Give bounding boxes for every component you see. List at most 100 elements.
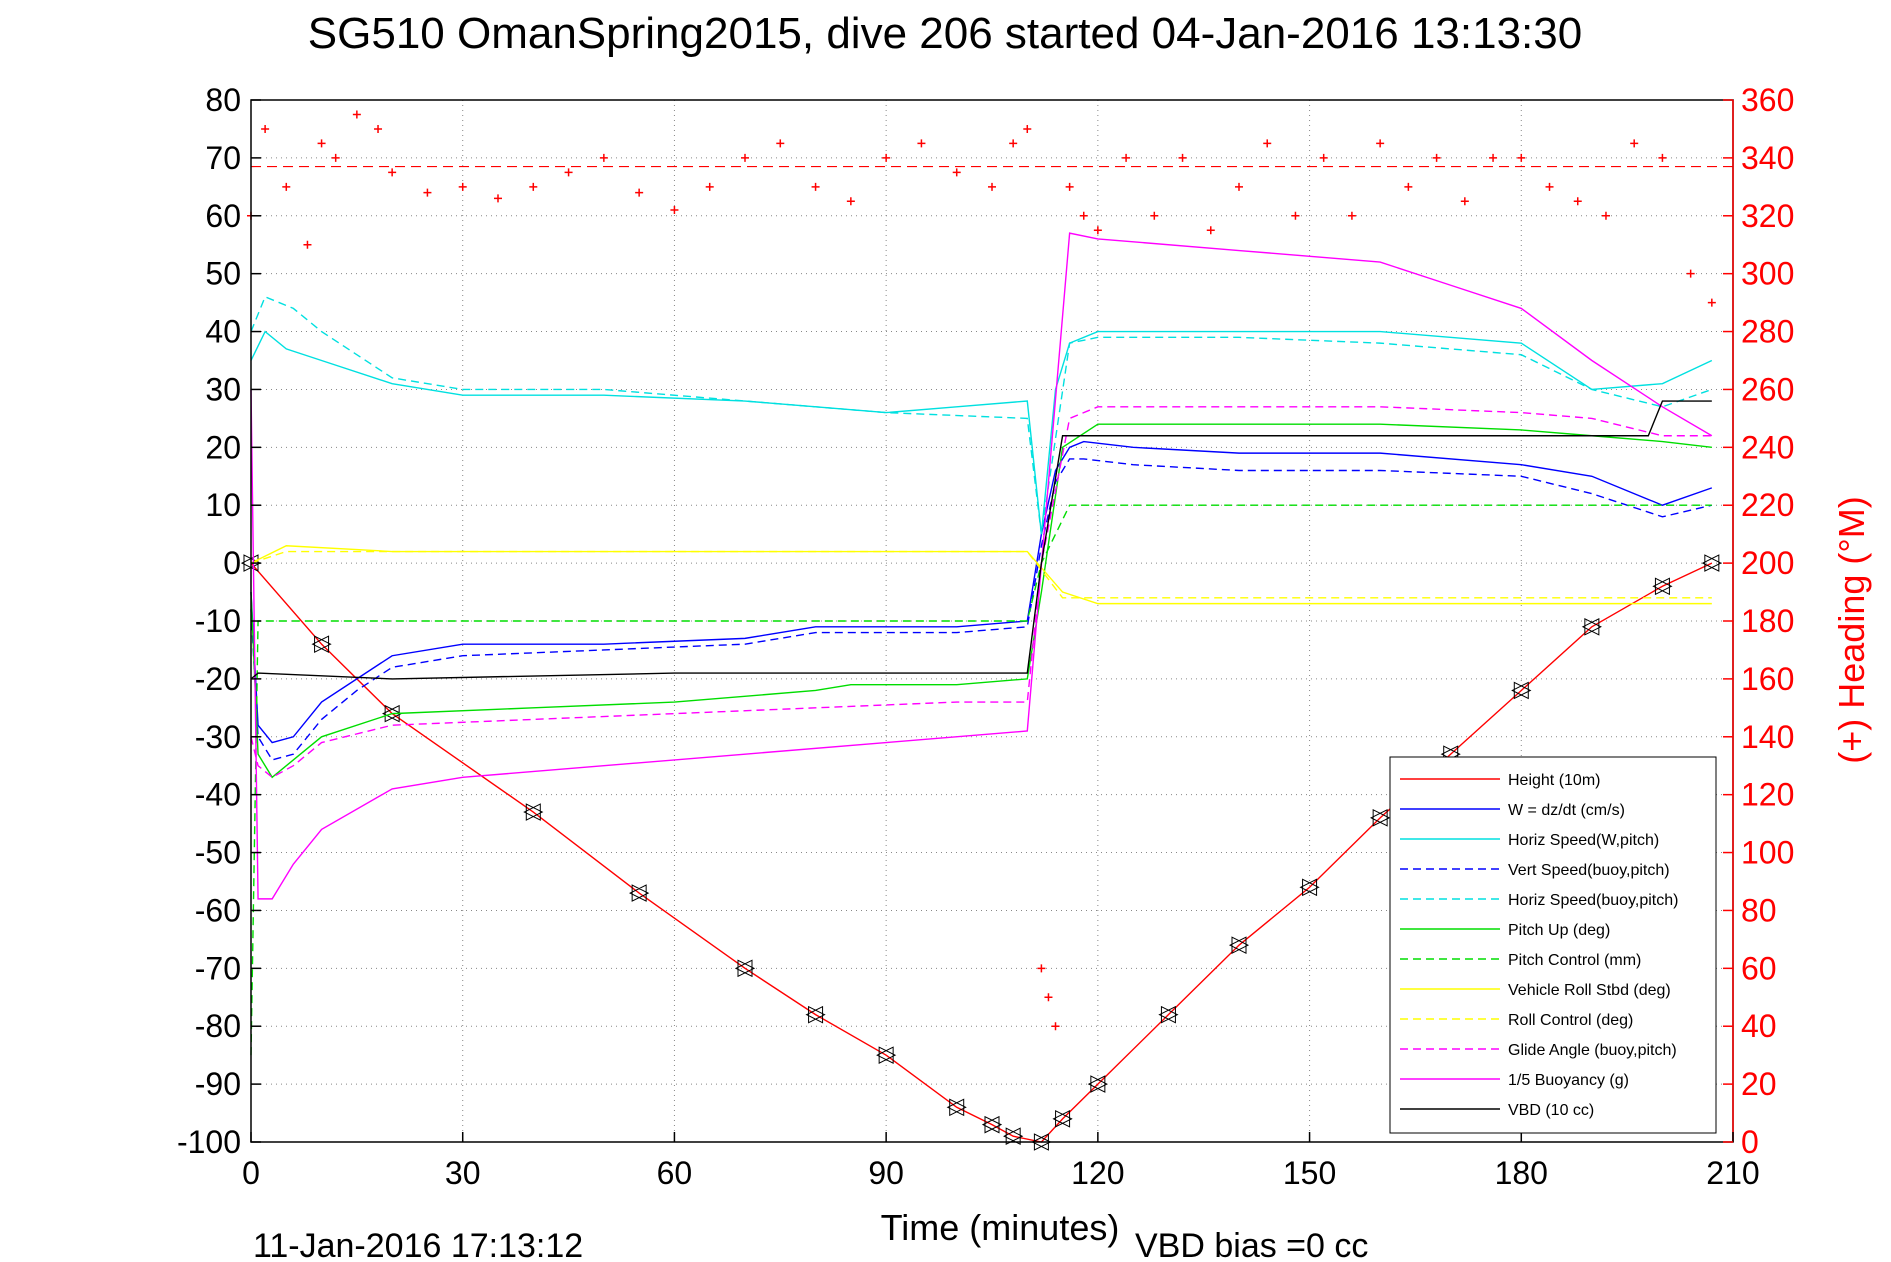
y-tick-label: -100 xyxy=(177,1124,241,1160)
heading-marker xyxy=(670,205,679,214)
heading-marker xyxy=(1023,124,1032,133)
height-markers xyxy=(240,554,1722,1151)
y2-tick-label: 180 xyxy=(1741,603,1794,639)
heading-marker xyxy=(1291,211,1300,220)
heading-marker xyxy=(1122,153,1131,162)
y2-tick-label: 300 xyxy=(1741,256,1794,292)
heading-marker xyxy=(1601,211,1610,220)
height-marker xyxy=(734,959,756,978)
y-axis-left: 80 70 60 50 40 30 20 10 0 -10 -20 -30 -40 -50 -60 -70 -8… xyxy=(177,82,261,1160)
y-tick-label: -80 xyxy=(195,1008,241,1044)
series-pitch-up-deg xyxy=(250,423,1712,779)
y-tick-label: 40 xyxy=(205,314,241,350)
series-pitch-control-mm xyxy=(250,504,1712,1056)
heading-marker xyxy=(882,153,891,162)
y-tick-label: 0 xyxy=(223,545,241,581)
height-marker xyxy=(1003,1127,1024,1146)
heading-marker xyxy=(331,153,340,162)
y-tick-label: -20 xyxy=(195,661,241,697)
series-vert-speed-buoy-pitch xyxy=(250,458,1712,761)
y2-tick-label: 0 xyxy=(1741,1124,1759,1160)
legend-label: 1/5 Buoyancy (g) xyxy=(1508,1072,1629,1089)
y-tick-label: -90 xyxy=(195,1066,241,1102)
y2-tick-label: 260 xyxy=(1741,371,1794,407)
x-tick-label: 0 xyxy=(242,1155,260,1191)
heading-marker xyxy=(952,168,961,177)
height-marker xyxy=(1701,554,1722,572)
y-tick-label: -40 xyxy=(195,777,241,813)
y-axis-right-label: (+) Heading (°M) xyxy=(1831,496,1872,763)
heading-marker xyxy=(1235,182,1243,191)
legend-label: VBD (10 cc) xyxy=(1508,1102,1594,1119)
heading-marker xyxy=(1178,153,1187,162)
heading-marker xyxy=(1630,139,1639,148)
legend-label: Horiz Speed(buoy,pitch) xyxy=(1508,892,1678,909)
heading-marker xyxy=(988,182,996,191)
x-tick-label: 180 xyxy=(1495,1155,1548,1191)
heading-marker xyxy=(282,182,291,191)
series-glide-angle-buoy-pitch xyxy=(250,406,1712,779)
height-marker xyxy=(876,1046,897,1064)
x-tick-label: 60 xyxy=(657,1155,693,1191)
y2-tick-label: 200 xyxy=(1741,545,1794,581)
y-axis-right: 3603403203002802602402202001801601401201… xyxy=(1723,82,1794,1160)
height-marker xyxy=(946,1098,967,1117)
x-axis: 0 30 60 90 120 150 180 210 xyxy=(242,1132,1760,1191)
heading-marker xyxy=(494,194,502,203)
y-tick-label: 20 xyxy=(205,429,241,465)
heading-marker xyxy=(635,188,644,197)
legend-label: Height (10m) xyxy=(1508,772,1600,789)
y2-tick-label: 320 xyxy=(1741,198,1794,234)
x-tick-label: 30 xyxy=(445,1155,481,1191)
series-roll-control-deg xyxy=(250,550,1712,599)
heading-marker xyxy=(776,139,785,148)
y-tick-label: -10 xyxy=(195,603,241,639)
y-tick-label: -30 xyxy=(195,719,241,755)
legend-label: Roll Control (deg) xyxy=(1508,1012,1633,1029)
heading-marker xyxy=(1079,211,1088,220)
height-marker xyxy=(1299,878,1320,897)
legend-label: Horiz Speed(W,pitch) xyxy=(1508,832,1659,849)
height-marker xyxy=(1158,1005,1179,1024)
heading-marker xyxy=(564,168,573,177)
heading-marker xyxy=(1263,139,1272,148)
y-tick-label: 30 xyxy=(205,371,241,407)
footer-date: 11-Jan-2016 17:13:12 xyxy=(253,1227,583,1262)
series-1-5-buoyancy-g xyxy=(250,232,1713,900)
y2-tick-label: 140 xyxy=(1741,719,1794,755)
height-marker xyxy=(1228,936,1250,954)
chart-title: SG510 OmanSpring2015, dive 206 started 0… xyxy=(308,9,1582,58)
heading-marker xyxy=(317,139,326,148)
heading-marker xyxy=(352,110,361,119)
height-marker xyxy=(1052,1110,1073,1128)
heading-marker xyxy=(388,168,397,177)
heading-marker xyxy=(423,188,432,197)
y2-tick-label: 240 xyxy=(1741,429,1794,465)
heading-marker xyxy=(1347,211,1356,220)
series-horiz-speed-w-pitch xyxy=(250,330,1713,535)
legend-label: Glide Angle (buoy,pitch) xyxy=(1508,1042,1677,1059)
series-layer xyxy=(240,110,1733,1151)
heading-marker xyxy=(1093,226,1102,235)
y2-tick-label: 20 xyxy=(1741,1066,1777,1102)
heading-marker xyxy=(1319,153,1328,162)
heading-marker xyxy=(1404,182,1413,191)
y2-tick-label: 360 xyxy=(1741,82,1794,118)
heading-marker xyxy=(599,153,608,162)
x-tick-label: 210 xyxy=(1706,1155,1759,1191)
series-vbd-10-cc xyxy=(250,400,1712,680)
y2-tick-label: 60 xyxy=(1741,950,1777,986)
x-axis-label: Time (minutes) xyxy=(881,1207,1120,1248)
heading-marker xyxy=(917,139,926,148)
heading-marker xyxy=(1707,298,1716,307)
heading-marker xyxy=(374,124,383,133)
heading-marker xyxy=(1573,197,1582,206)
y-tick-label: 50 xyxy=(205,256,241,292)
y-tick-label: -60 xyxy=(195,892,241,928)
heading-marker xyxy=(1545,182,1554,191)
heading-marker xyxy=(811,182,820,191)
y-tick-label: -70 xyxy=(195,950,241,986)
heading-marker xyxy=(1150,211,1159,220)
height-marker xyxy=(1652,577,1673,596)
height-marker xyxy=(1581,617,1602,636)
